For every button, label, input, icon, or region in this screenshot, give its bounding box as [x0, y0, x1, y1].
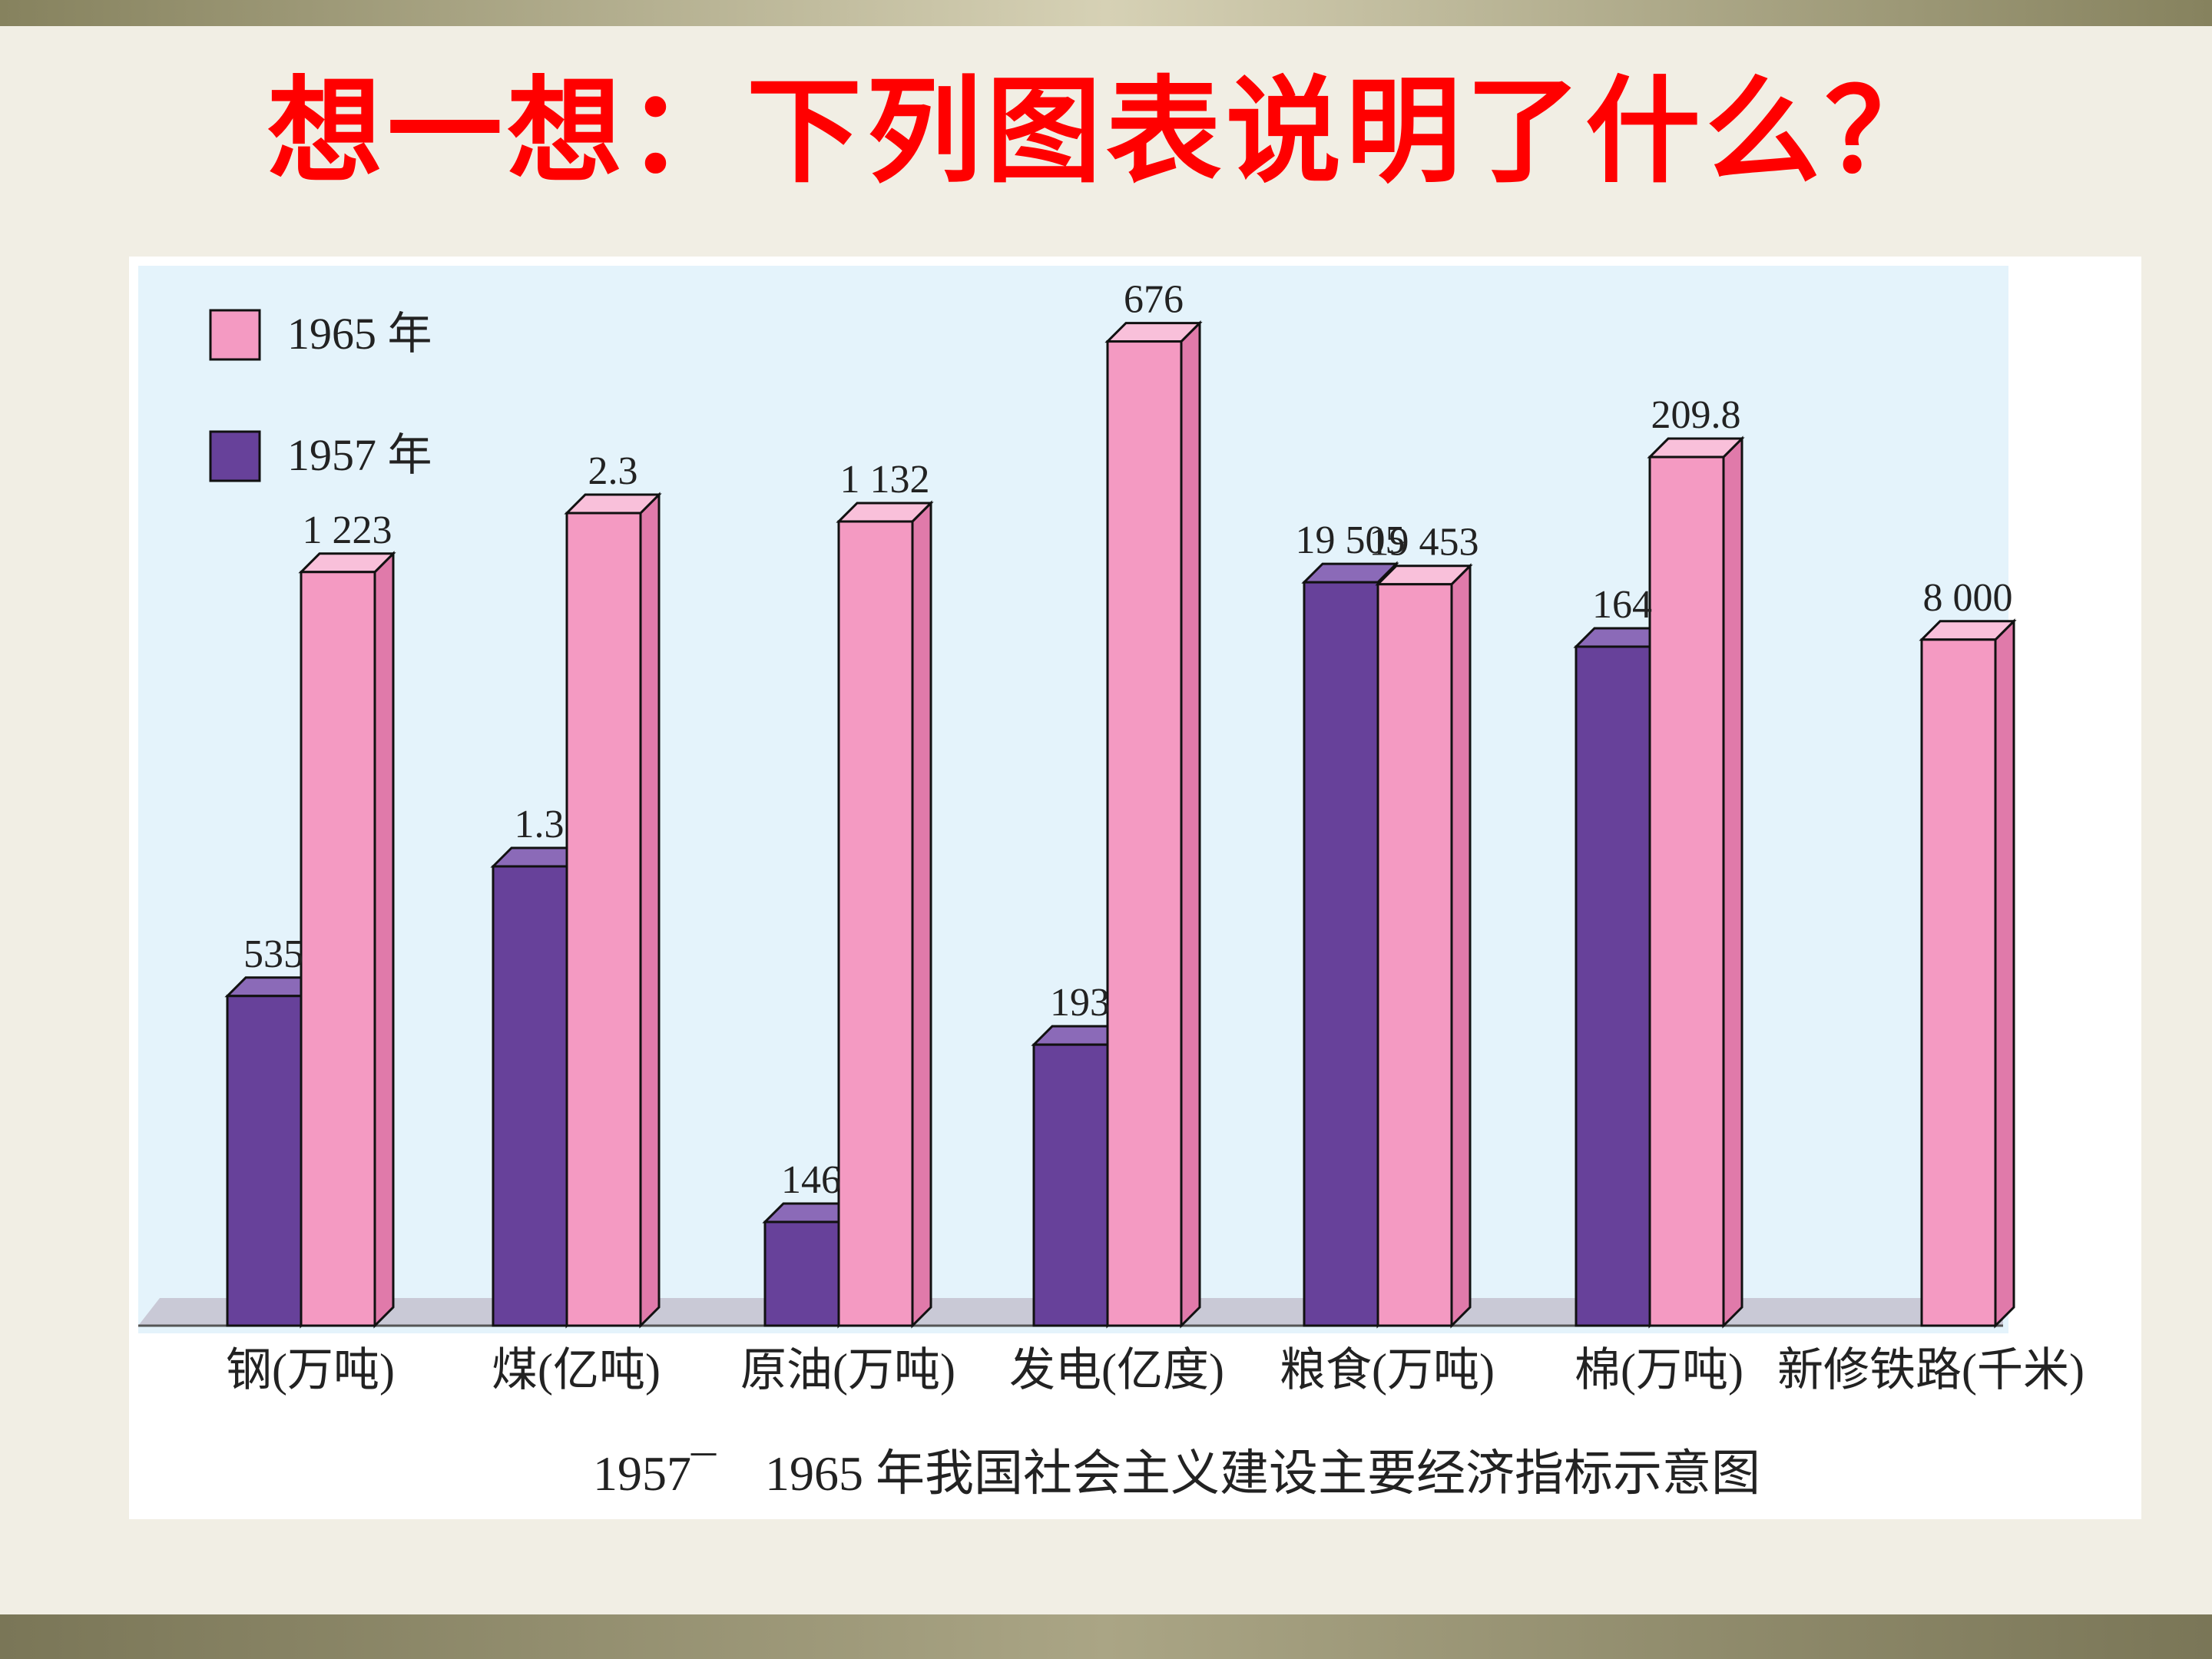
bar-front [1376, 583, 1453, 1327]
bar-1965-0 [298, 551, 396, 1329]
bar-front [300, 571, 376, 1327]
category-label-0: 钢(万吨) [226, 1345, 395, 1396]
bar-front [492, 865, 568, 1327]
bars-layer [224, 320, 2017, 1329]
data-label-1965-0: 1 223 [303, 508, 392, 552]
legend-label-1957: 1957 年 [287, 430, 432, 480]
bar-front [565, 512, 642, 1327]
data-label-1965-1: 2.3 [588, 449, 638, 493]
bar-front [226, 995, 303, 1327]
bar-front [1303, 581, 1379, 1327]
category-label-1: 煤(亿吨) [492, 1345, 661, 1396]
data-label-1957-5: 164 [1592, 583, 1652, 627]
bottom-decor-bar [0, 1614, 2212, 1659]
bar-front [1106, 340, 1183, 1327]
bar-side [911, 500, 932, 1329]
chart-card: 1965 年 1957 年 535 1 223 1.3 2.3 146 1 132 193 6… [129, 257, 2141, 1519]
category-label-4: 粮食(万吨) [1280, 1345, 1495, 1396]
category-label-6: 新修铁路(千米) [1777, 1345, 2085, 1396]
legend: 1965 年 1957 年 [209, 309, 432, 482]
bar-side [639, 492, 661, 1329]
data-label-1957-2: 146 [781, 1158, 841, 1202]
bar-side [1722, 435, 1743, 1329]
category-label-2: 原油(万吨) [740, 1345, 955, 1396]
bar-side [1994, 618, 2015, 1329]
category-label-5: 棉(万吨) [1575, 1345, 1743, 1396]
bar-1965-4 [1375, 563, 1473, 1329]
legend-label-1965: 1965 年 [287, 309, 432, 359]
slide-heading: 想一想：下列图表说明了什么？ [267, 65, 1945, 199]
top-decor-bar [0, 0, 2212, 26]
bar-front [1032, 1043, 1109, 1327]
bar-side [1180, 320, 1201, 1329]
data-label-1957-3: 193 [1050, 981, 1110, 1025]
bar-1965-3 [1104, 320, 1203, 1329]
data-label-1965-3: 676 [1124, 278, 1184, 322]
data-label-1965-4: 19 453 [1369, 521, 1479, 565]
bar-chart: 1965 年 1957 年 535 1 223 1.3 2.3 146 1 132 193 6… [138, 266, 2085, 1501]
legend-swatch-1957 [209, 430, 261, 482]
data-label-1965-6: 8 000 [1923, 576, 2013, 620]
bar-side [1450, 563, 1472, 1329]
category-label-3: 发电(亿度) [1009, 1345, 1224, 1396]
bar-side [373, 551, 395, 1329]
bar-1965-5 [1647, 435, 1745, 1329]
category-labels-layer: 钢(万吨) 煤(亿吨) 原油(万吨) 发电(亿度) 粮食(万吨) 棉(万吨) 新修铁路(千米… [226, 1345, 2085, 1396]
bar-front [1920, 638, 1997, 1327]
bar-front [763, 1220, 840, 1327]
data-label-1965-5: 209.8 [1651, 393, 1741, 437]
data-label-1965-2: 1 132 [840, 458, 930, 502]
bar-front [1575, 645, 1651, 1327]
bar-1965-1 [564, 492, 662, 1329]
data-label-1957-1: 1.3 [515, 803, 565, 846]
bar-front [1648, 455, 1725, 1327]
data-label-1957-4: 19 505 [1296, 518, 1406, 562]
bar-front [837, 520, 914, 1327]
bar-1965-6 [1919, 618, 2017, 1329]
bar-1965-2 [836, 500, 934, 1329]
chart-title: 1957¯ 1965 年我国社会主义建设主要经济指标示意图 [593, 1446, 1760, 1501]
legend-swatch-1965 [209, 309, 261, 361]
data-label-1957-0: 535 [243, 932, 303, 976]
